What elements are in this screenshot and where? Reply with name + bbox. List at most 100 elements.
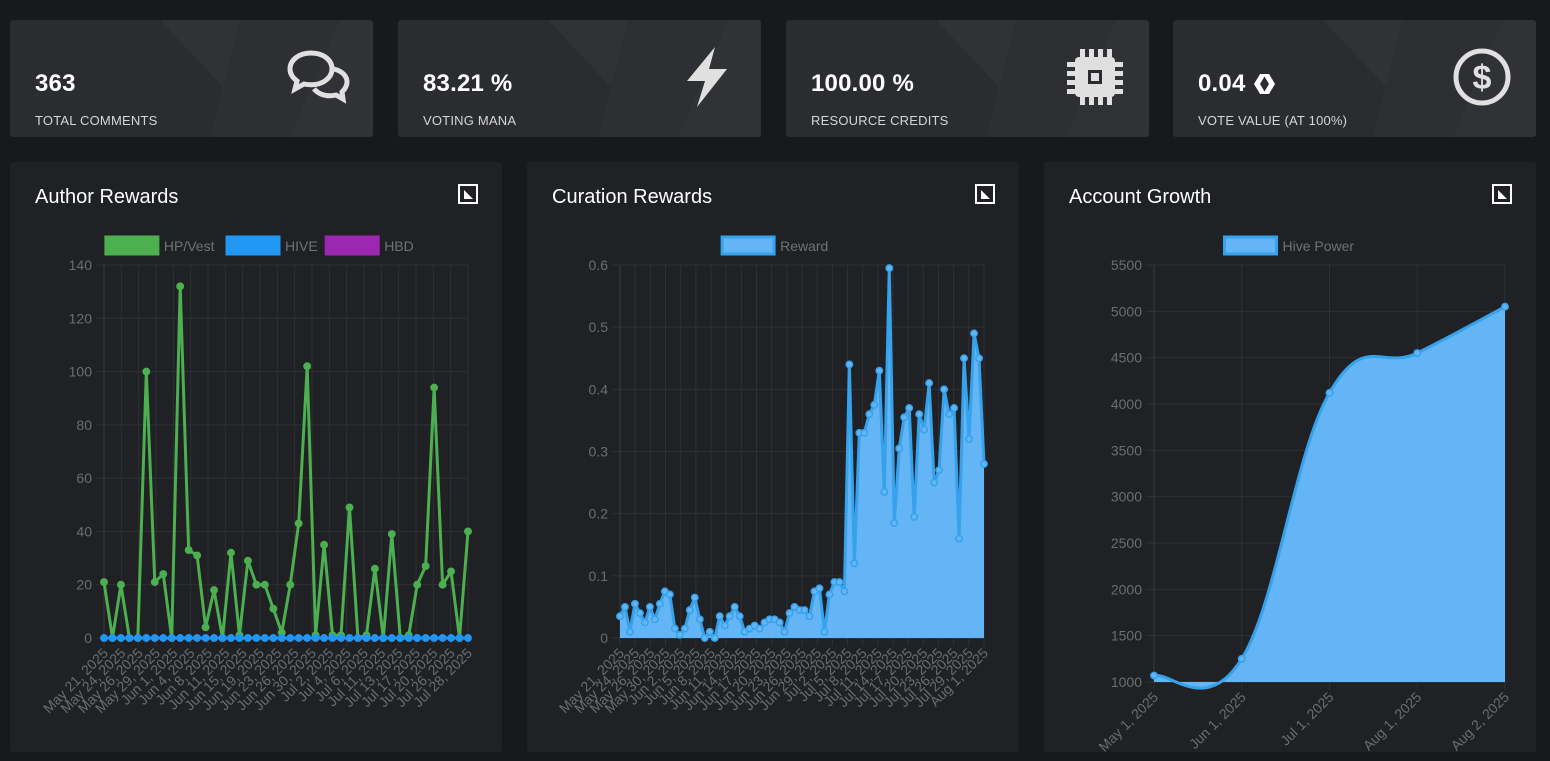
y-tick-label: 1500 bbox=[1111, 628, 1142, 644]
data-point bbox=[116, 634, 125, 642]
data-point bbox=[294, 634, 303, 642]
data-point bbox=[930, 478, 939, 487]
data-point bbox=[1325, 388, 1334, 397]
card-background-pattern bbox=[160, 20, 373, 137]
y-tick-label: 4000 bbox=[1111, 396, 1142, 412]
data-point bbox=[421, 562, 430, 571]
data-point bbox=[320, 540, 329, 549]
expand-icon[interactable] bbox=[1492, 184, 1512, 204]
comments-icon bbox=[287, 50, 350, 104]
stat-card-vote-value: 0.04 VOTE VALUE (AT 100%) $ bbox=[1173, 20, 1536, 137]
data-point bbox=[430, 634, 439, 642]
data-point bbox=[980, 459, 988, 468]
data-point bbox=[635, 609, 644, 618]
data-point bbox=[715, 612, 724, 621]
dollar-circle-icon: $ bbox=[1453, 48, 1511, 106]
data-point bbox=[680, 624, 689, 633]
legend-label: Hive Power bbox=[1283, 238, 1355, 254]
data-point bbox=[725, 612, 734, 621]
data-point bbox=[1413, 349, 1422, 357]
data-point bbox=[167, 634, 176, 642]
data-point bbox=[387, 634, 396, 642]
data-point bbox=[670, 624, 679, 633]
legend-label: HBD bbox=[384, 238, 414, 254]
data-point bbox=[705, 627, 714, 636]
expand-icon[interactable] bbox=[458, 184, 478, 204]
data-point bbox=[840, 587, 849, 596]
data-point bbox=[890, 519, 899, 527]
legend-swatch bbox=[324, 235, 380, 256]
data-point bbox=[116, 580, 125, 589]
data-point bbox=[320, 634, 329, 642]
data-point bbox=[421, 634, 430, 642]
legend-swatch bbox=[720, 235, 776, 256]
stat-value: 0.04 bbox=[1198, 70, 1246, 97]
y-tick-label: 3000 bbox=[1111, 489, 1142, 505]
x-tick-label: Aug 1, 2025 bbox=[1360, 689, 1425, 752]
x-tick-label: May 1, 2025 bbox=[1095, 689, 1161, 752]
data-point bbox=[865, 410, 874, 419]
data-point bbox=[184, 634, 193, 642]
data-point bbox=[286, 580, 295, 589]
data-point bbox=[345, 634, 354, 642]
data-point bbox=[616, 612, 624, 621]
data-point bbox=[260, 634, 269, 642]
data-point bbox=[303, 634, 312, 642]
y-tick-label: 3500 bbox=[1111, 442, 1142, 458]
data-point bbox=[379, 634, 388, 642]
legend-swatch bbox=[1223, 235, 1278, 256]
data-point bbox=[935, 466, 944, 475]
data-point bbox=[820, 627, 829, 636]
data-point bbox=[438, 580, 447, 589]
data-point bbox=[905, 404, 914, 412]
y-tick-label: 120 bbox=[69, 310, 93, 326]
data-point bbox=[176, 282, 185, 291]
lightning-icon bbox=[687, 47, 727, 107]
data-point bbox=[655, 599, 664, 608]
y-tick-label: 0.3 bbox=[589, 444, 609, 460]
data-point bbox=[260, 580, 269, 589]
data-point bbox=[201, 634, 210, 642]
data-point bbox=[227, 548, 235, 557]
data-point bbox=[464, 634, 472, 642]
data-point bbox=[142, 634, 151, 642]
y-tick-label: 2500 bbox=[1111, 535, 1142, 551]
data-point bbox=[960, 354, 969, 363]
data-point bbox=[201, 623, 210, 632]
data-point bbox=[413, 634, 422, 642]
y-tick-label: 40 bbox=[76, 523, 92, 539]
data-point bbox=[870, 400, 879, 409]
y-tick-label: 60 bbox=[76, 470, 92, 486]
data-point bbox=[218, 634, 227, 642]
data-point bbox=[785, 609, 794, 618]
stat-value: 363 bbox=[35, 70, 76, 97]
y-tick-label: 0.2 bbox=[589, 506, 609, 522]
data-point bbox=[945, 410, 954, 419]
stat-card-resource-credits: 100.00 % RESOURCE CREDITS bbox=[786, 20, 1149, 137]
data-point bbox=[805, 612, 814, 621]
data-point bbox=[464, 527, 472, 536]
legend-swatch bbox=[104, 235, 160, 256]
data-point bbox=[735, 612, 744, 621]
data-point bbox=[780, 627, 789, 636]
data-point bbox=[269, 604, 278, 613]
data-point bbox=[775, 618, 784, 627]
data-point bbox=[1237, 654, 1246, 663]
expand-icon[interactable] bbox=[975, 184, 995, 204]
stat-card-total-comments: 363 TOTAL COMMENTS bbox=[10, 20, 373, 137]
data-point bbox=[100, 578, 108, 586]
data-point bbox=[286, 634, 295, 642]
data-point bbox=[337, 634, 345, 642]
stat-card-voting-mana: 83.21 % VOTING MANA bbox=[398, 20, 761, 137]
data-point bbox=[675, 630, 684, 639]
data-point bbox=[210, 586, 218, 594]
data-point bbox=[970, 329, 978, 338]
data-point bbox=[710, 634, 719, 642]
data-point bbox=[815, 584, 824, 593]
legend-swatch bbox=[225, 235, 281, 256]
data-point bbox=[1150, 671, 1158, 680]
data-point bbox=[626, 627, 634, 636]
data-point bbox=[690, 593, 699, 602]
data-point bbox=[269, 634, 278, 642]
area-fill bbox=[1154, 306, 1505, 689]
